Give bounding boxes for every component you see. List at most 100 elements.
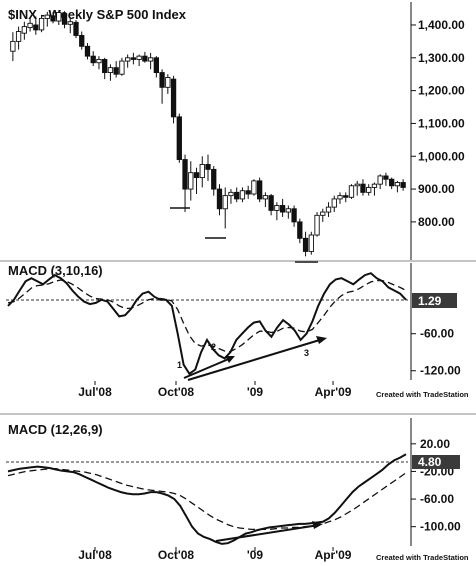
credit-label-1: Created with TradeStation [376, 390, 469, 399]
candle-up [348, 185, 355, 198]
candle-up [136, 55, 142, 60]
candle-down [400, 182, 406, 188]
macd-long-y-tick-label: -60.00 [420, 492, 454, 506]
candle-down [79, 35, 85, 47]
candle-up [285, 208, 291, 213]
candle-down [61, 13, 68, 25]
candle-up [222, 195, 228, 210]
candle-up [337, 195, 343, 200]
candle-down [268, 195, 274, 211]
macd-long-signal-line [7, 468, 407, 531]
candle-up [96, 58, 102, 64]
candle-down [50, 15, 56, 22]
divergence-arrow-1 [183, 357, 232, 379]
price-chart-title: $INX - Weekly S&P 500 Index [8, 7, 187, 22]
candle-up [262, 195, 269, 200]
divergence-arrowhead-2 [316, 336, 327, 344]
candle-up [188, 172, 194, 190]
macd-short-y-tick-label: -120.00 [420, 364, 461, 378]
candle-down [182, 159, 188, 190]
candle-down [153, 57, 159, 74]
divergence-arrowhead-1 [225, 356, 235, 363]
candle-down [211, 168, 217, 190]
candle-down [73, 21, 79, 36]
candle-down [343, 195, 349, 198]
macd-long-x-tick-label: '09 [247, 548, 264, 562]
candle-up [119, 60, 125, 75]
price-y-tick-label: 1,400.00 [418, 18, 465, 32]
annotation-3: 3 [304, 348, 309, 358]
macd-short-title: MACD (3,10,16) [8, 263, 103, 278]
price-y-tick-label: 800.00 [418, 215, 455, 229]
candle-up [354, 183, 360, 187]
macd-long-title: MACD (12,26,9) [8, 422, 103, 437]
candle-up [308, 234, 314, 252]
macd-short-x-tick-label: Oct'08 [158, 385, 195, 399]
candle-up [274, 205, 280, 211]
price-panel: $INX - Weekly S&P 500 Index 1,400.00 1,30… [8, 2, 465, 263]
candle-up [325, 206, 332, 213]
candle-down [113, 67, 119, 75]
annotation-1: 1 [177, 360, 182, 370]
candle-up [125, 57, 131, 62]
macd-long-y-tick-label: 20.00 [420, 437, 450, 451]
macd-long-x-tick-label: Oct'08 [158, 548, 195, 562]
divergence-arrow-3 [215, 524, 320, 542]
macd-short-x-tick-label: Jul'08 [78, 385, 112, 399]
candle-up [331, 198, 337, 208]
candle-down [389, 178, 395, 187]
candle-down [170, 78, 177, 118]
candle-up [44, 14, 50, 19]
candle-up [239, 190, 246, 200]
macd-short-y-tick-label: -60.00 [420, 327, 454, 341]
candle-up [251, 180, 257, 195]
candle-up [394, 182, 401, 187]
candle-down [360, 183, 366, 193]
candle-down [142, 55, 148, 62]
candle-down [102, 58, 108, 74]
macd-long-value-box [412, 455, 460, 469]
candle-up [165, 77, 171, 88]
candle-up [366, 186, 372, 193]
candle-down [33, 24, 39, 31]
price-y-tick-label: 1,300.00 [418, 51, 465, 65]
macd-short-signal-line [7, 279, 407, 353]
candle-down [257, 180, 263, 200]
macd-short-x-tick-label: Apr'09 [315, 385, 352, 399]
candle-down [205, 164, 211, 170]
macd-short-value-label: 1.29 [418, 294, 442, 308]
macd-short-x-tick-label: '09 [247, 385, 264, 399]
divergence-arrowhead-3 [312, 521, 323, 529]
credit-label-2: Created with TradeStation [376, 553, 469, 562]
macd-long-value-label: 4.80 [418, 455, 442, 469]
candle-down [245, 190, 251, 195]
divergence-arrow-2 [187, 338, 324, 381]
candle-down [176, 116, 182, 160]
annotation-2: 2 [211, 342, 216, 352]
macd-long-x-tick-label: Jul'08 [78, 548, 112, 562]
candle-down [90, 55, 96, 64]
price-y-tick-label: 1,200.00 [418, 84, 465, 98]
macd-long-x-tick-label: Apr'09 [315, 548, 352, 562]
candle-down [279, 205, 286, 213]
candle-up [27, 22, 33, 29]
candle-up [10, 40, 16, 52]
candle-up [38, 17, 45, 31]
candle-up [67, 21, 73, 25]
candle-down [159, 72, 165, 88]
candle-up [228, 191, 234, 197]
candle-up [199, 164, 205, 179]
candle-up [15, 31, 22, 42]
macd-long-panel: MACD (12,26,9) 20.00-20.00-60.00-100.00 … [6, 418, 469, 562]
price-y-tick-label: 1,000.00 [418, 149, 465, 163]
price-y-tick-label: 900.00 [418, 182, 455, 196]
candle-up [147, 57, 154, 62]
candle-down [234, 191, 240, 200]
macd-long-macd-line [7, 453, 407, 545]
candle-down [291, 208, 297, 223]
candle-down [216, 188, 223, 210]
candle-down [84, 45, 91, 57]
candle-up [21, 26, 27, 34]
candle-up [377, 175, 383, 185]
